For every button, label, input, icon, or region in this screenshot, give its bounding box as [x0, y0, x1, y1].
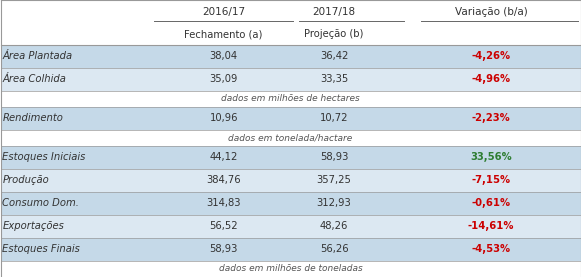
Bar: [1, 45, 580, 68]
Text: 56,26: 56,26: [320, 244, 349, 254]
Bar: [1, 107, 580, 130]
Text: -4,96%: -4,96%: [471, 74, 511, 84]
Text: Projeção (b): Projeção (b): [304, 29, 364, 40]
Text: 33,35: 33,35: [320, 74, 348, 84]
Text: 36,42: 36,42: [320, 51, 348, 61]
Text: dados em milhões de toneladas: dados em milhões de toneladas: [218, 265, 363, 273]
Bar: [1, 68, 580, 91]
Text: 44,12: 44,12: [210, 152, 238, 163]
Text: -7,15%: -7,15%: [471, 175, 511, 186]
Text: Exportações: Exportações: [2, 221, 64, 231]
Text: Rendimento: Rendimento: [2, 113, 63, 123]
Bar: [1, 238, 580, 261]
Text: Estoques Finais: Estoques Finais: [2, 244, 80, 254]
Text: Área Plantada: Área Plantada: [2, 51, 73, 61]
Bar: [1, 192, 580, 215]
Text: -14,61%: -14,61%: [468, 221, 514, 231]
Bar: [1, 130, 580, 146]
Text: Fechamento (a): Fechamento (a): [185, 29, 263, 40]
Text: -2,23%: -2,23%: [472, 113, 510, 123]
Bar: [1, 91, 580, 107]
Bar: [1, 169, 580, 192]
Text: 33,56%: 33,56%: [470, 152, 512, 163]
Text: 357,25: 357,25: [317, 175, 352, 186]
Text: dados em tonelada/hactare: dados em tonelada/hactare: [228, 134, 353, 142]
Text: Área Colhida: Área Colhida: [2, 74, 66, 84]
Text: 35,09: 35,09: [210, 74, 238, 84]
Text: 2017/18: 2017/18: [313, 7, 356, 17]
Text: dados em milhões de hectares: dados em milhões de hectares: [221, 94, 360, 103]
Text: 384,76: 384,76: [206, 175, 241, 186]
Text: 58,93: 58,93: [320, 152, 348, 163]
Text: 56,52: 56,52: [209, 221, 238, 231]
Text: 10,72: 10,72: [320, 113, 349, 123]
Text: Consumo Dom.: Consumo Dom.: [2, 198, 80, 208]
Text: -4,26%: -4,26%: [471, 51, 511, 61]
Bar: [1, 261, 580, 277]
Text: Variação (b/a): Variação (b/a): [454, 7, 528, 17]
Text: Produção: Produção: [2, 175, 49, 186]
Text: 38,04: 38,04: [210, 51, 238, 61]
Text: -0,61%: -0,61%: [471, 198, 511, 208]
Text: Estoques Iniciais: Estoques Iniciais: [2, 152, 86, 163]
Text: 58,93: 58,93: [210, 244, 238, 254]
Text: 314,83: 314,83: [206, 198, 241, 208]
Text: 2016/17: 2016/17: [202, 7, 245, 17]
Text: -4,53%: -4,53%: [471, 244, 511, 254]
Text: 48,26: 48,26: [320, 221, 348, 231]
Text: 312,93: 312,93: [317, 198, 352, 208]
Bar: [1, 215, 580, 238]
Text: 10,96: 10,96: [209, 113, 238, 123]
Bar: [1, 146, 580, 169]
